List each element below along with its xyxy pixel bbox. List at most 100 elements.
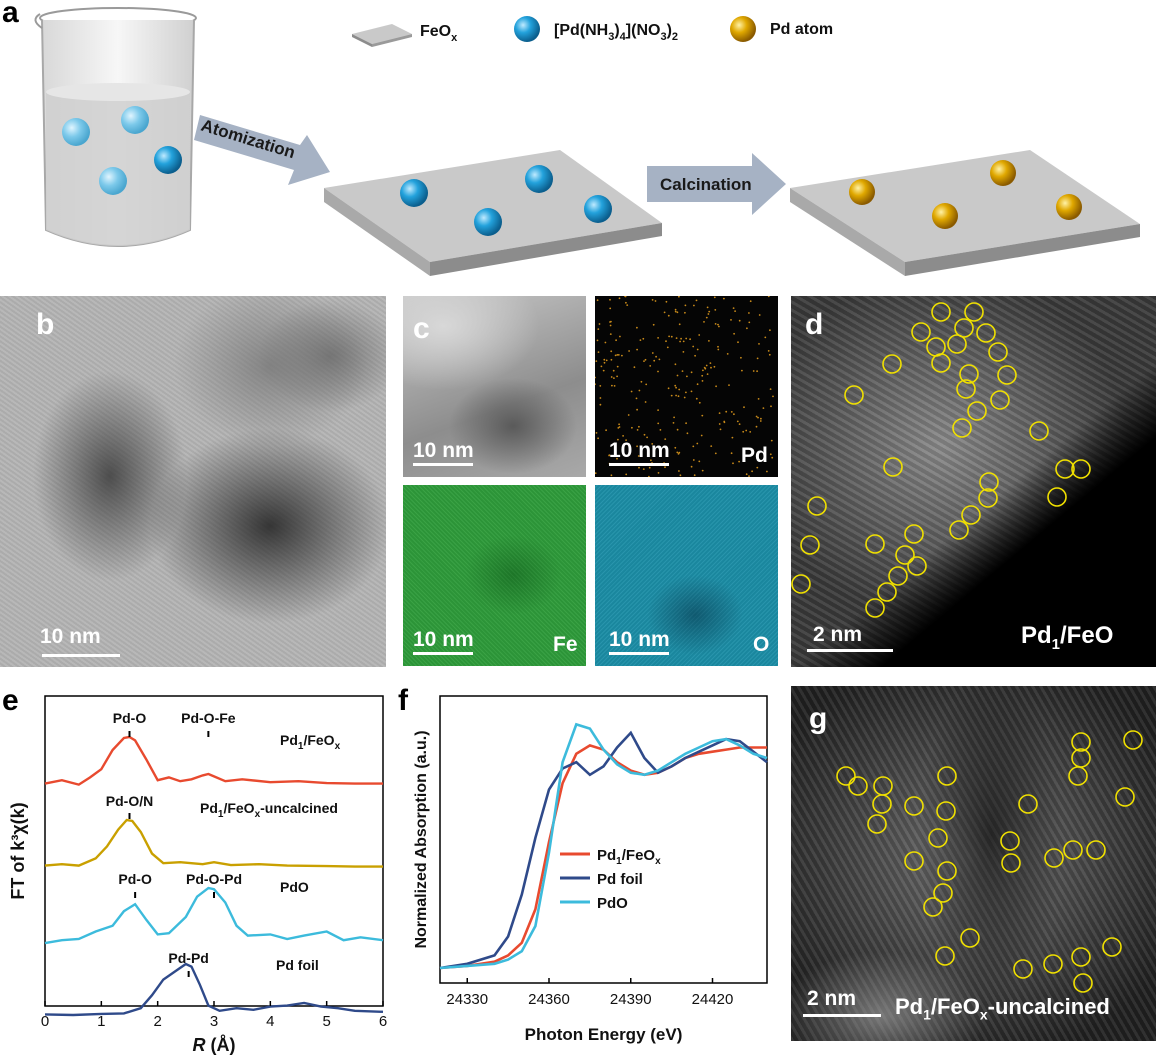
pd-signal-dot — [752, 370, 755, 372]
atom-marker-circle — [988, 342, 1008, 362]
x-axis-label: R (Å) — [193, 1035, 236, 1055]
atom-marker-circle — [904, 851, 924, 871]
pd-signal-dot — [678, 451, 681, 454]
pd-signal-dot — [730, 411, 733, 413]
atom-marker-circle — [1068, 766, 1088, 786]
pd-signal-dot — [745, 473, 748, 476]
panel-e-letter: e — [2, 684, 19, 717]
legend-pd-atom-label: Pd atom — [770, 21, 833, 38]
pd-signal-dot — [748, 312, 750, 314]
panel-c-tile2-scale-bar — [609, 463, 669, 466]
atom-marker-circle — [935, 946, 955, 966]
atom-marker-circle — [911, 322, 931, 342]
panel-c-tile1-scale-label: 10 nm — [413, 439, 474, 462]
atom-marker-circle — [956, 379, 976, 399]
pd-signal-dot — [770, 405, 772, 408]
pd-signal-dot — [638, 425, 640, 428]
panel-c-pd-element-label: Pd — [741, 444, 768, 467]
calcination-label: Calcination — [660, 175, 752, 194]
atom-marker-circle — [959, 364, 979, 384]
pd-signal-dot — [609, 298, 611, 301]
panel-d-sample-label: Pd1/FeO — [1021, 622, 1114, 653]
atom-marker-circle — [877, 582, 897, 602]
peak-annotation: Pd-Pd — [168, 950, 208, 966]
y-axis-label: FT of k³χ(k) — [8, 802, 28, 899]
pd-signal-dot — [631, 426, 633, 429]
panel-b-tem-image: b 10 nm — [0, 296, 386, 667]
pd-signal-dot — [681, 370, 684, 372]
pd-signal-dot — [707, 313, 710, 315]
atom-marker-circle — [836, 766, 856, 786]
pd-signal-dot — [723, 297, 725, 300]
legend-feox-label: FeOx — [420, 23, 458, 44]
precursor-particle — [154, 146, 182, 174]
pd-signal-dot — [596, 299, 599, 302]
pd-signal-dot — [701, 469, 704, 472]
pd-signal-dot — [646, 436, 648, 439]
pd-signal-dot — [701, 380, 704, 382]
peak-annotation: Pd-O-Pd — [186, 871, 242, 887]
pd-signal-dot — [718, 412, 721, 414]
pd-signal-dot — [698, 460, 701, 463]
pd-signal-dot — [738, 319, 741, 322]
pd-signal-dot — [728, 384, 730, 386]
pd-signal-dot — [713, 365, 716, 368]
pd-signal-dot — [690, 371, 693, 374]
pd-signal-dot — [736, 420, 739, 423]
atom-marker-circle — [937, 861, 957, 881]
pd-signal-dot — [655, 355, 657, 358]
pd-signal-dot — [769, 329, 771, 332]
pd-signal-dot — [741, 369, 743, 372]
panel-c-tile2-scale-label: 10 nm — [609, 439, 670, 462]
panel-c-fe-element-label: Fe — [553, 633, 578, 656]
pd-signal-dot — [685, 337, 688, 340]
pd-signal-dot — [758, 343, 760, 345]
pd-signal-dot — [666, 346, 669, 349]
pd-signal-dot — [684, 304, 687, 307]
series-line — [44, 886, 384, 945]
pd-signal-dot — [701, 374, 704, 377]
atom-marker-circle — [967, 401, 987, 421]
pd-signal-dot — [613, 385, 616, 387]
pd-signal-dot — [615, 339, 617, 342]
atom-marker-circle — [1102, 937, 1122, 957]
pd-signal-dot — [610, 358, 613, 361]
pd-signal-dot — [595, 432, 598, 434]
pd-signal-dot — [659, 429, 662, 431]
pd-signal-dot — [648, 466, 651, 469]
pd-signal-dot — [625, 439, 627, 441]
panel-a: a — [0, 0, 1156, 285]
pd-signal-dot — [612, 369, 615, 372]
pd-signal-dot — [609, 324, 612, 327]
pd-signal-dot — [663, 311, 666, 314]
pd-signal-dot — [667, 387, 670, 390]
pd-signal-dot — [595, 383, 596, 386]
pd-signal-dot — [643, 360, 645, 362]
pd-signal-dot — [696, 348, 699, 351]
pd-signal-dot — [702, 369, 704, 372]
pd-signal-dot — [749, 431, 752, 433]
precursor-particle — [525, 165, 553, 193]
pd-signal-dot — [674, 446, 677, 449]
pd-atom — [990, 160, 1016, 186]
pd-signal-dot — [600, 365, 603, 368]
legend-entry: PdO — [597, 895, 628, 912]
pd-signal-dot — [676, 311, 679, 314]
pd-signal-dot — [679, 340, 681, 343]
x-tick-label: 3 — [210, 1013, 218, 1030]
x-tick-label: 4 — [266, 1013, 274, 1030]
pd-signal-dot — [617, 354, 620, 356]
panel-c-tile1-scale-bar — [413, 463, 473, 466]
series-line — [439, 730, 768, 970]
panel-c-tile3-scale-label: 10 nm — [413, 628, 474, 651]
pd-signal-dot — [726, 353, 729, 355]
y-axis-label: Normalized Absorption (a.u.) — [413, 730, 430, 948]
x-axis-label: Photon Energy (eV) — [525, 1025, 683, 1044]
pd-signal-dot — [619, 335, 621, 338]
pd-signal-dot — [675, 337, 678, 339]
panel-f-xanes-chart: 24330 24360 24390 24420 Photon Energy (eV) No… — [413, 695, 768, 1044]
pd-signal-dot — [689, 338, 691, 341]
panel-e-ft-exafs-chart: Pd1/FeOx Pd1/FeOx-uncalcined PdO Pd foil Pd-… — [8, 695, 387, 1055]
precursor-particle — [62, 118, 90, 146]
atom-marker-circle — [1043, 954, 1063, 974]
